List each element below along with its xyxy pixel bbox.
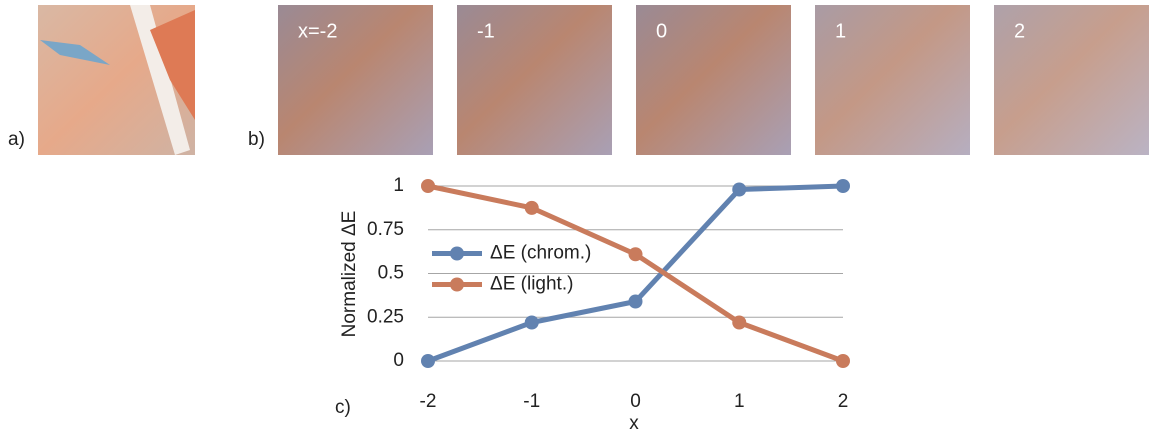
y-tick-label: 0.25 [367, 306, 404, 327]
panel-label: b) [248, 129, 265, 150]
panel-label: a) [8, 129, 25, 150]
image-label: 1 [835, 20, 846, 42]
legend-label: ΔE (chrom.) [490, 243, 591, 264]
image-label: -1 [477, 20, 495, 42]
y-tick-label: 0 [393, 350, 404, 371]
panel-label: c) [335, 397, 351, 418]
data-point [732, 182, 747, 197]
data-point [836, 179, 850, 193]
legend-label: ΔE (light.) [490, 274, 573, 295]
data-point [524, 200, 539, 215]
y-tick-label: 0.75 [367, 219, 404, 240]
legend-marker [450, 246, 464, 261]
image-label: x=-2 [298, 20, 337, 42]
x-tick-label: -1 [523, 391, 540, 412]
y-tick-label: 1 [393, 175, 404, 196]
image-a [38, 5, 195, 155]
data-point [628, 294, 643, 309]
image-label: 2 [1014, 20, 1025, 42]
image-strip [278, 5, 1149, 155]
data-point [732, 315, 747, 330]
data-point [421, 354, 435, 368]
x-tick-label: 2 [838, 391, 849, 412]
data-point [524, 315, 539, 330]
x-tick-label: -2 [420, 391, 437, 412]
data-point [421, 179, 435, 193]
x-tick-label: 0 [630, 391, 641, 412]
data-point [628, 247, 643, 262]
y-tick-label: 0.5 [378, 263, 404, 284]
x-axis-label: x [629, 413, 639, 434]
legend-marker [450, 277, 464, 292]
data-point [836, 354, 850, 368]
y-axis-label: Normalized ΔE [339, 211, 360, 338]
image-label: 0 [656, 20, 667, 42]
x-tick-label: 1 [734, 391, 745, 412]
